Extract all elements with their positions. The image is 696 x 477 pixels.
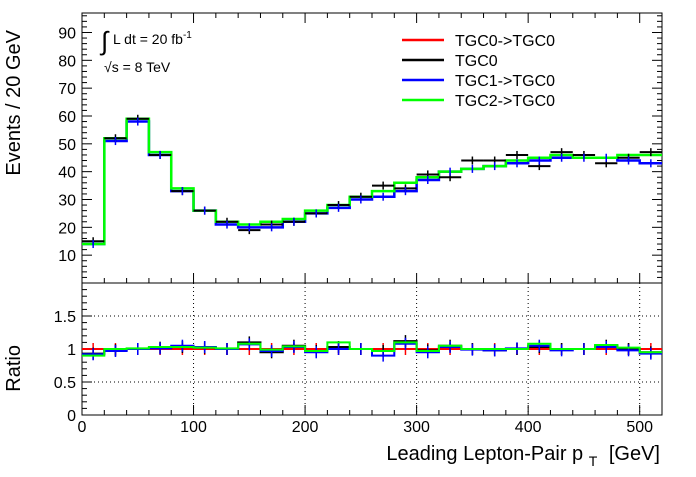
bottom-y-tick-label: 1.5 bbox=[54, 309, 76, 326]
x-tick-label: 0 bbox=[78, 419, 87, 436]
legend-label: TGC2->TGC0 bbox=[455, 93, 555, 110]
top-y-axis-label: Events / 20 GeV bbox=[3, 29, 25, 175]
bottom-panel-series bbox=[82, 335, 662, 362]
legend-entry: TGC0 bbox=[402, 53, 498, 70]
top-y-tick-label: 40 bbox=[58, 165, 76, 182]
x-axis-label-main: Leading Lepton-Pair p bbox=[386, 443, 583, 465]
bottom-y-tick-label: 1 bbox=[67, 342, 76, 359]
legend: TGC0->TGC0 TGC0 TGC1->TGC0 TGC2->TGC0 bbox=[402, 33, 555, 110]
legend-label: TGC0->TGC0 bbox=[455, 33, 555, 50]
lumi-annotation: L dt = 20 fb-1 bbox=[113, 30, 192, 47]
series-step-TGC2->TGC0 bbox=[82, 117, 662, 246]
x-tick-label: 300 bbox=[403, 419, 430, 436]
data-point bbox=[505, 150, 529, 159]
top-y-tick-label: 60 bbox=[58, 109, 76, 126]
x-tick-labels: 0 100 200 300 400 500 bbox=[78, 419, 654, 436]
top-y-tick-labels: 10 20 30 40 50 60 70 80 90 bbox=[58, 25, 76, 265]
bottom-y-axis-label: Ratio bbox=[3, 345, 25, 392]
series-step-TGC1->TGC0 bbox=[82, 120, 662, 246]
x-tick-label: 200 bbox=[292, 419, 319, 436]
legend-entry: TGC0->TGC0 bbox=[402, 33, 555, 50]
lumi-integral-sign: ∫ bbox=[99, 26, 110, 56]
legend-label: TGC0 bbox=[455, 53, 498, 70]
x-axis-label-subscript: T bbox=[589, 453, 598, 469]
energy-text: s = 8 TeV bbox=[112, 59, 171, 75]
top-panel-ticks bbox=[81, 13, 663, 283]
bottom-y-tick-labels: 0 0.5 1 1.5 bbox=[54, 309, 76, 425]
top-panel-frame bbox=[81, 12, 663, 284]
x-tick-label: 400 bbox=[515, 419, 542, 436]
legend-entry: TGC1->TGC0 bbox=[402, 73, 555, 90]
legend-label: TGC1->TGC0 bbox=[455, 73, 555, 90]
top-panel-series bbox=[82, 114, 662, 249]
top-y-tick-label: 30 bbox=[58, 192, 76, 209]
lumi-superscript: -1 bbox=[183, 30, 192, 41]
x-tick-label: 500 bbox=[626, 419, 653, 436]
bottom-y-tick-label: 0.5 bbox=[54, 375, 76, 392]
top-y-tick-label: 70 bbox=[58, 81, 76, 98]
energy-annotation: √s = 8 TeV bbox=[104, 59, 171, 75]
top-y-tick-label: 10 bbox=[58, 248, 76, 265]
data-point bbox=[372, 181, 395, 190]
data-point bbox=[461, 156, 484, 165]
bottom-y-tick-label: 0 bbox=[67, 408, 76, 425]
top-y-tick-label: 80 bbox=[58, 53, 76, 70]
x-axis-label-unit: [GeV] bbox=[609, 443, 660, 465]
legend-entry: TGC2->TGC0 bbox=[402, 93, 555, 110]
data-point bbox=[639, 148, 662, 157]
top-y-tick-label: 50 bbox=[58, 137, 76, 154]
lumi-text: L dt = 20 fb bbox=[113, 31, 183, 47]
ratio-step-TGC2->TGC0 bbox=[82, 341, 662, 357]
top-y-tick-label: 20 bbox=[58, 220, 76, 237]
energy-sqrt-sign: √ bbox=[104, 59, 112, 75]
ratio-step-TGC1->TGC0 bbox=[82, 342, 662, 357]
x-axis-label: Leading Lepton-Pair p T [GeV] bbox=[386, 443, 660, 471]
top-y-tick-label: 90 bbox=[58, 25, 76, 42]
x-tick-label: 100 bbox=[180, 419, 207, 436]
